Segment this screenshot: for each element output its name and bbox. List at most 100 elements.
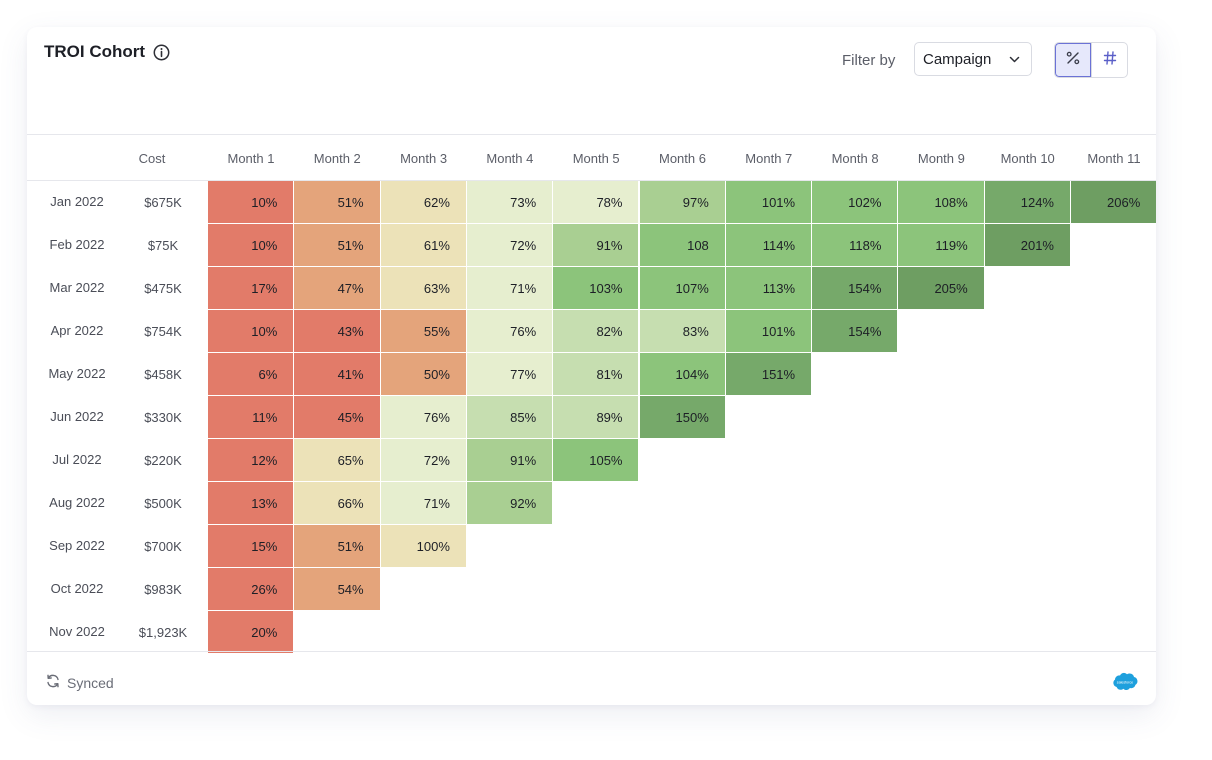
cohort-cell[interactable]: 89% <box>553 396 639 438</box>
cohort-cell[interactable]: 72% <box>466 224 553 266</box>
cohort-cell[interactable]: 10% <box>208 310 294 352</box>
cohort-cell[interactable]: 104% <box>639 353 725 395</box>
cohort-cell[interactable]: 154% <box>812 310 898 352</box>
cohort-cell[interactable]: 124% <box>984 181 1070 223</box>
cohort-row-label: Nov 2022 <box>49 624 105 639</box>
cohort-cell[interactable]: 78% <box>553 181 639 223</box>
footer-divider <box>27 651 1156 652</box>
cohort-row-label: May 2022 <box>48 366 106 381</box>
cohort-cell[interactable]: 6% <box>208 353 294 395</box>
cohort-cell[interactable]: 105% <box>553 439 639 481</box>
cohort-cell[interactable]: 205% <box>898 267 984 309</box>
cohort-cell[interactable]: 77% <box>466 353 553 395</box>
cohort-row-cost: $983K <box>144 582 182 597</box>
cohort-row-label: Mar 2022 <box>49 280 105 295</box>
cohort-cell[interactable]: 101% <box>725 310 812 352</box>
cohort-cell[interactable]: 71% <box>466 267 553 309</box>
view-mode-toggle <box>1054 42 1128 78</box>
cohort-cell[interactable]: 72% <box>380 439 466 481</box>
salesforce-logo: salesforce <box>1112 671 1138 691</box>
cohort-cell[interactable]: 118% <box>812 224 898 266</box>
cohort-cell[interactable]: 76% <box>380 396 466 438</box>
cohort-row-cost: $330K <box>144 410 182 425</box>
month-column-header: Month 2 <box>313 151 361 166</box>
cohort-row-cost: $754K <box>144 324 182 339</box>
cohort-cell[interactable]: 62% <box>380 181 466 223</box>
cohort-cell[interactable]: 101% <box>725 181 812 223</box>
cohort-cell[interactable]: 11% <box>208 396 294 438</box>
cohort-cell[interactable]: 43% <box>294 310 380 352</box>
month-column-header: Month 4 <box>486 151 534 166</box>
cohort-cell[interactable]: 10% <box>208 181 294 223</box>
cohort-cell[interactable]: 83% <box>639 310 725 352</box>
cohort-row-label: Apr 2022 <box>50 323 104 338</box>
percent-toggle-button[interactable] <box>1055 43 1092 77</box>
cohort-cell[interactable]: 108% <box>898 181 984 223</box>
month-column-header: Month 9 <box>917 151 965 166</box>
month-column-header: Month 10 <box>1000 151 1055 166</box>
troi-cohort-widget: TROI Cohort Filter by Campaign <box>27 27 1156 705</box>
cohort-cell[interactable]: 113% <box>725 267 812 309</box>
cohort-cell[interactable]: 71% <box>380 482 466 524</box>
info-circle-icon[interactable] <box>153 44 170 61</box>
cohort-cell[interactable]: 51% <box>294 525 380 567</box>
cohort-cell[interactable]: 102% <box>812 181 898 223</box>
cohort-cell[interactable]: 50% <box>380 353 466 395</box>
cohort-cell[interactable]: 20% <box>208 611 294 653</box>
cohort-cell[interactable]: 63% <box>380 267 466 309</box>
cohort-cell[interactable]: 51% <box>294 224 380 266</box>
cohort-row-label: Sep 2022 <box>49 538 105 553</box>
cohort-cell[interactable]: 76% <box>466 310 553 352</box>
cohort-cell[interactable]: 150% <box>639 396 725 438</box>
cohort-cell[interactable]: 55% <box>380 310 466 352</box>
cohort-cell[interactable]: 92% <box>466 482 553 524</box>
cohort-cell[interactable]: 73% <box>466 181 553 223</box>
cohort-cell[interactable]: 47% <box>294 267 380 309</box>
cohort-row-label: Jun 2022 <box>50 409 104 424</box>
cohort-cell[interactable]: 85% <box>466 396 553 438</box>
cohort-row-cost: $700K <box>144 539 182 554</box>
filter-by-label: Filter by <box>842 52 896 69</box>
cohort-row-label: Aug 2022 <box>49 495 105 510</box>
cohort-cell[interactable]: 100% <box>380 525 466 567</box>
cohort-row-label: Jan 2022 <box>50 194 104 209</box>
cohort-cell[interactable]: 108 <box>639 224 725 266</box>
cohort-cell[interactable]: 51% <box>294 181 380 223</box>
cohort-cell[interactable]: 65% <box>294 439 380 481</box>
cohort-cell[interactable]: 10% <box>208 224 294 266</box>
cohort-cell[interactable]: 15% <box>208 525 294 567</box>
sync-status: Synced <box>45 673 114 692</box>
cohort-cell[interactable]: 45% <box>294 396 380 438</box>
cohort-row-cost: $675K <box>144 195 182 210</box>
cohort-cell[interactable]: 107% <box>639 267 725 309</box>
cohort-cell[interactable]: 151% <box>725 353 812 395</box>
cohort-cell[interactable]: 119% <box>898 224 984 266</box>
cohort-cell[interactable]: 54% <box>294 568 380 610</box>
cohort-cell[interactable]: 81% <box>553 353 639 395</box>
cohort-cell[interactable]: 91% <box>466 439 553 481</box>
cohort-cell[interactable]: 26% <box>208 568 294 610</box>
campaign-filter-dropdown[interactable]: Campaign <box>914 42 1032 76</box>
cohort-cell[interactable]: 13% <box>208 482 294 524</box>
month-column-header: Month 5 <box>572 151 620 166</box>
cohort-cell[interactable]: 61% <box>380 224 466 266</box>
widget-header: TROI Cohort <box>44 42 170 62</box>
cohort-cell[interactable]: 154% <box>812 267 898 309</box>
cohort-cell[interactable]: 17% <box>208 267 294 309</box>
cohort-cell[interactable]: 114% <box>725 224 812 266</box>
cohort-cell[interactable]: 82% <box>553 310 639 352</box>
cohort-cell[interactable]: 91% <box>553 224 639 266</box>
cohort-cell[interactable]: 206% <box>1071 181 1156 223</box>
cohort-cell[interactable]: 97% <box>639 181 725 223</box>
month-column-header: Month 8 <box>831 151 879 166</box>
cohort-cell[interactable]: 103% <box>553 267 639 309</box>
cohort-row-cost: $475K <box>144 281 182 296</box>
cohort-cell[interactable]: 12% <box>208 439 294 481</box>
salesforce-logo-text: salesforce <box>1117 680 1133 684</box>
sync-icon <box>45 673 61 692</box>
cohort-cell[interactable]: 41% <box>294 353 380 395</box>
header-divider <box>27 134 1156 135</box>
cohort-cell[interactable]: 201% <box>984 224 1070 266</box>
cohort-cell[interactable]: 66% <box>294 482 380 524</box>
number-toggle-button[interactable] <box>1091 43 1127 77</box>
